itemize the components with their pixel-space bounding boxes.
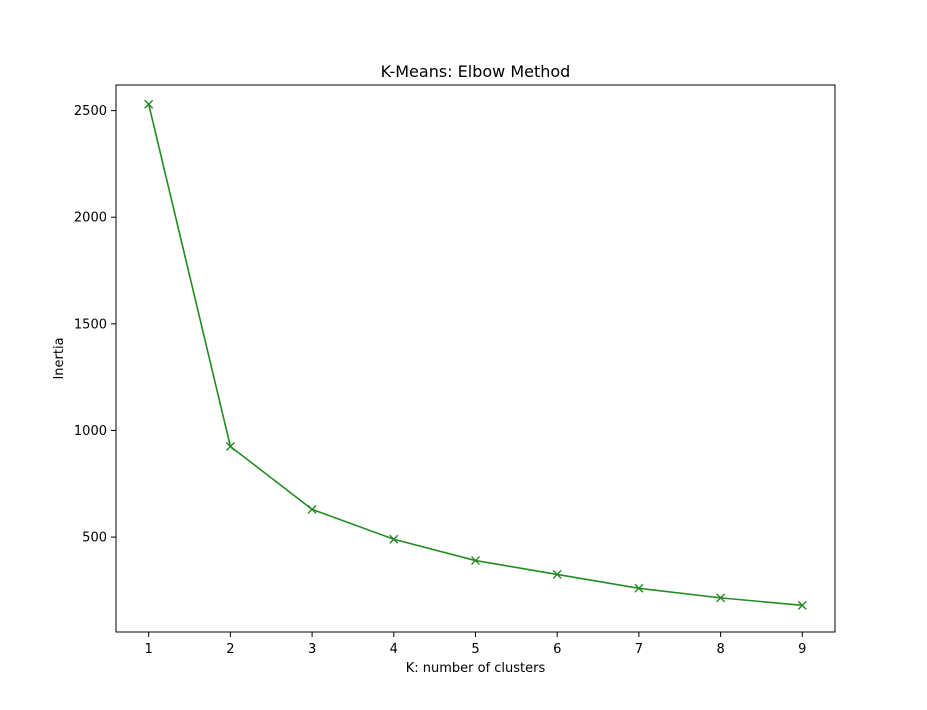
x-tick-label: 6 [553,642,561,657]
y-tick-label: 2000 [74,211,107,226]
data-point-x-marker [144,99,154,109]
series-layer [144,99,807,610]
y-axis-ticks: 500 1000 1500 2000 2500 [74,104,116,546]
y-tick-label: 500 [82,531,107,546]
chart-title: K-Means: Elbow Method [381,62,571,81]
x-tick-label: 8 [716,642,724,657]
plot-area-frame [115,84,836,633]
data-point-x-marker [307,504,317,514]
x-tick-label: 2 [226,642,234,657]
data-point-x-marker [634,583,644,593]
data-point-x-marker [389,534,399,544]
y-tick-label: 1500 [74,317,107,332]
x-axis-ticks: 1 2 3 4 5 6 7 8 9 [145,632,806,657]
y-tick-label: 1000 [74,424,107,439]
data-point-x-marker [225,441,235,451]
x-axis-label: K: number of clusters [406,661,546,676]
data-point-x-marker [552,569,562,579]
series-line [147,104,803,607]
data-point-x-marker [797,600,807,610]
x-tick-label: 1 [145,642,153,657]
data-point-x-marker [716,593,726,603]
x-tick-label: 3 [308,642,316,657]
x-tick-label: 4 [390,642,398,657]
x-tick-label: 7 [635,642,643,657]
y-tick-label: 2500 [74,104,107,119]
x-tick-label: 5 [471,642,479,657]
y-axis-label: Inertia [52,337,67,379]
x-tick-label: 9 [798,642,806,657]
data-point-x-marker [471,556,480,566]
